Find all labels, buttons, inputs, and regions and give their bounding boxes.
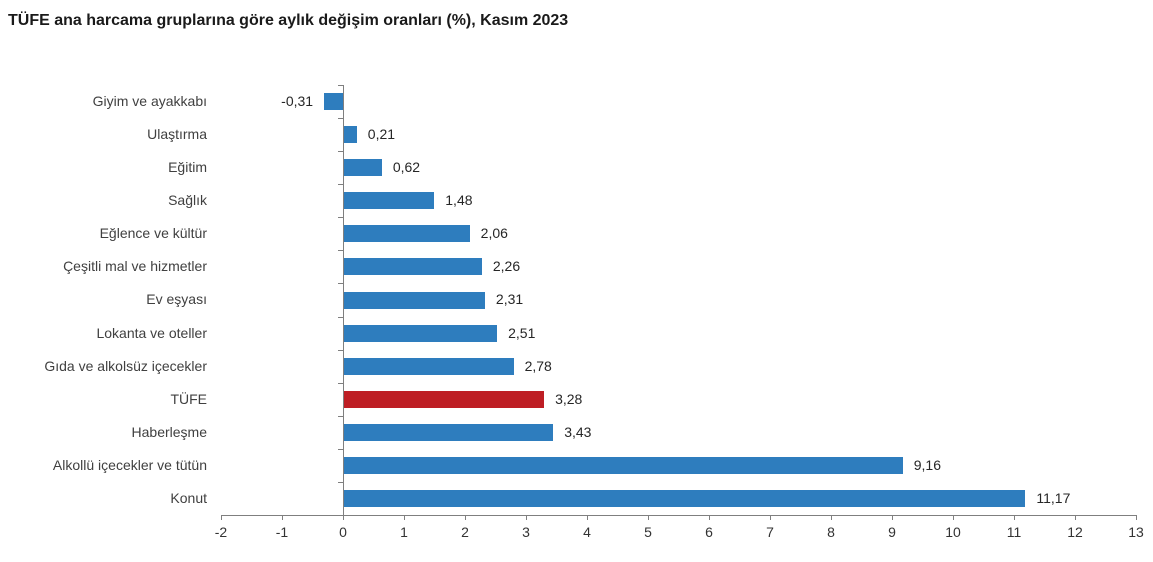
bar-highlight: [344, 390, 545, 408]
x-axis-tick: [892, 515, 893, 520]
value-label: 1,48: [445, 192, 473, 209]
y-axis-tick: [338, 349, 343, 351]
value-label: 0,21: [367, 126, 396, 143]
x-tick-label: -1: [275, 524, 289, 540]
x-axis-tick: [343, 515, 344, 520]
y-axis-tick: [338, 118, 343, 120]
value-label: 9,16: [913, 456, 941, 473]
value-label: 2,26: [492, 258, 521, 275]
y-axis-tick: [338, 184, 343, 186]
bar: [344, 192, 435, 210]
x-axis-tick: [465, 515, 466, 520]
category-label: Haberleşme: [131, 423, 207, 440]
bar: [344, 126, 357, 144]
category-label: Ev eşyası: [146, 291, 207, 308]
y-axis-tick: [338, 382, 343, 384]
x-axis-tick: [1014, 515, 1015, 520]
bar: [324, 93, 343, 111]
x-tick-label: 1: [400, 524, 408, 540]
y-axis-tick: [338, 448, 343, 450]
category-label: Gıda ve alkolsüz içecekler: [44, 357, 207, 374]
value-label: 11,17: [1036, 489, 1071, 506]
x-axis-tick: [1136, 515, 1137, 520]
bar: [344, 423, 554, 441]
x-axis-tick: [404, 515, 405, 520]
x-axis-tick: [282, 515, 283, 520]
category-label: Lokanta ve oteller: [96, 324, 207, 341]
y-axis-line: [343, 85, 344, 515]
x-tick-label: 8: [827, 524, 835, 540]
category-label: Konut: [170, 489, 207, 506]
bar: [344, 456, 903, 474]
y-axis-tick: [338, 283, 343, 285]
bar: [344, 225, 470, 243]
x-tick-label: 12: [1067, 524, 1083, 540]
value-label: 2,78: [524, 357, 552, 374]
value-label: -0,31: [281, 93, 314, 109]
category-label: Eğitim: [168, 159, 207, 176]
category-label: Eğlence ve kültür: [99, 225, 207, 242]
x-tick-label: 2: [461, 524, 469, 540]
x-tick-label: 9: [888, 524, 896, 540]
category-label: Sağlık: [168, 192, 207, 209]
y-axis-tick: [338, 481, 343, 483]
x-axis-tick: [221, 515, 222, 520]
x-tick-label: 0: [339, 524, 347, 540]
value-label: 3,28: [555, 390, 583, 407]
value-label: 3,43: [564, 423, 592, 440]
value-label: 0,62: [392, 159, 421, 176]
x-tick-label: 7: [766, 524, 774, 540]
x-tick-label: 5: [644, 524, 652, 540]
bar: [344, 324, 498, 342]
bar: [344, 291, 485, 309]
x-tick-label: 11: [1006, 524, 1022, 540]
x-axis-tick: [648, 515, 649, 520]
chart-title: TÜFE ana harcama gruplarına göre aylık d…: [8, 12, 569, 29]
y-axis-tick: [338, 85, 343, 86]
bar: [344, 258, 482, 276]
x-tick-label: 13: [1128, 524, 1144, 540]
x-axis-tick: [831, 515, 832, 520]
category-label: Ulaştırma: [147, 126, 207, 143]
y-axis-tick: [338, 250, 343, 252]
value-label: 2,06: [480, 225, 508, 242]
value-label: 2,31: [495, 291, 524, 308]
y-axis-tick: [338, 415, 343, 417]
category-label: TÜFE: [170, 390, 207, 407]
x-tick-label: 4: [583, 524, 591, 540]
x-axis-tick: [1075, 515, 1076, 520]
x-axis-tick: [953, 515, 954, 520]
x-tick-label: 3: [522, 524, 530, 540]
y-axis-tick: [338, 217, 343, 219]
x-tick-label: -2: [214, 524, 228, 540]
bar: [344, 159, 382, 177]
x-axis-line: [221, 515, 1137, 516]
bar: [344, 357, 514, 375]
y-axis-tick: [338, 151, 343, 153]
category-label: Alkollü içecekler ve tütün: [52, 456, 207, 473]
bar: [344, 489, 1026, 507]
category-label: Çeşitli mal ve hizmetler: [63, 258, 207, 275]
x-axis-tick: [770, 515, 771, 520]
y-axis-tick: [338, 316, 343, 318]
x-tick-label: 6: [705, 524, 713, 540]
x-axis-tick: [587, 515, 588, 520]
category-label: Giyim ve ayakkabı: [92, 93, 207, 109]
x-axis-tick: [709, 515, 710, 520]
x-tick-label: 10: [945, 524, 961, 540]
value-label: 2,51: [508, 324, 536, 341]
x-axis-tick: [526, 515, 527, 520]
